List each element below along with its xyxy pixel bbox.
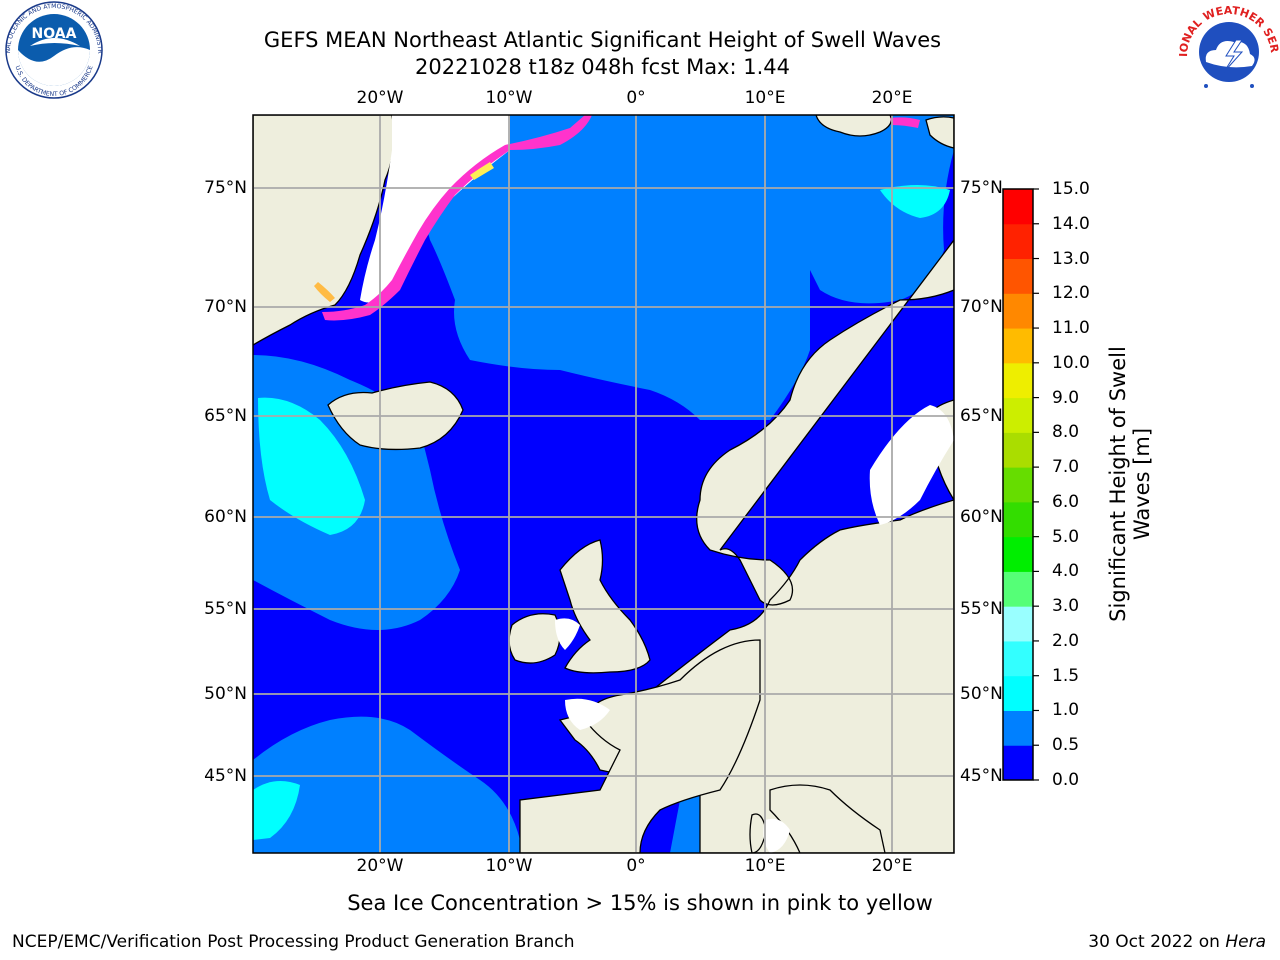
colorbar-tick-label: 6.0	[1052, 491, 1080, 512]
colorbar-tick-label: 1.5	[1052, 665, 1080, 686]
x-label-bottom-20e: 20°E	[871, 856, 913, 876]
y-label-right-70n: 70°N	[960, 297, 1003, 317]
colorbar-tick-label: 0.0	[1052, 770, 1080, 790]
colorbar-tick-label: 0.5	[1052, 735, 1080, 756]
noaa-logo-text: NOAA	[32, 26, 77, 42]
x-label-bottom-10w: 10°W	[485, 856, 533, 876]
y-label-right-75n: 75°N	[960, 178, 1003, 198]
ireland-land	[508, 613, 561, 664]
chart-subtitle: 20221028 t18z 048h fcst Max: 1.44	[415, 55, 790, 79]
y-label-left-70n: 70°N	[204, 297, 247, 317]
x-label-bottom-10e: 10°E	[744, 856, 786, 876]
franz-josef-land	[925, 116, 954, 149]
y-label-left-50n: 50°N	[204, 684, 247, 704]
nws-logo: NATIONAL WEATHER SERVICE	[1178, 0, 1280, 98]
map-frame	[252, 114, 955, 854]
ocean-mid-swell-southwest	[253, 716, 520, 853]
sea-ice-svalbard-pink	[890, 117, 920, 128]
colorbar-tick-label: 15.0	[1052, 179, 1090, 199]
x-label-top-0: 0°	[626, 88, 646, 108]
x-label-top-10w: 10°W	[485, 88, 533, 108]
sea-ice-edge-pink	[322, 115, 592, 321]
colorbar-tick-label: 10.0	[1052, 352, 1090, 373]
colorbar-tick-label: 14.0	[1052, 213, 1090, 234]
irish-sea-no-data	[555, 618, 580, 650]
bay-of-biscay-no-data	[565, 698, 610, 730]
y-label-right-65n: 65°N	[960, 406, 1003, 426]
colorbar-tick-label: 7.0	[1052, 457, 1080, 478]
colorbar-tick-label: 12.0	[1052, 283, 1090, 304]
sea-ice-edge-orange	[314, 282, 335, 302]
y-label-left-45n: 45°N	[204, 766, 247, 786]
colorbar-tick-label: 11.0	[1052, 318, 1090, 339]
colorbar-tick-label: 4.0	[1052, 561, 1080, 582]
y-label-right-55n: 55°N	[960, 599, 1003, 619]
sea-ice-footnote: Sea Ice Concentration > 15% is shown in …	[347, 891, 933, 915]
y-label-left-55n: 55°N	[204, 599, 247, 619]
svalbard-land	[815, 115, 892, 137]
colorbar-tick-label: 5.0	[1052, 526, 1080, 547]
corsica-sardinia-land	[749, 813, 767, 853]
colorbar-tick-label: 8.0	[1052, 422, 1080, 443]
y-label-left-65n: 65°N	[204, 406, 247, 426]
great-britain-land	[559, 539, 651, 674]
colorbar-tick-label: 1.0	[1052, 700, 1080, 721]
footer-date: 30 Oct 2022 on Hera	[1088, 932, 1266, 952]
x-label-bottom-0: 0°	[626, 856, 646, 876]
x-label-top-20w: 20°W	[356, 88, 404, 108]
ocean-high-swell-southwest	[253, 781, 300, 840]
colorbar-tick-label: 9.0	[1052, 387, 1080, 408]
y-label-left-75n: 75°N	[204, 178, 247, 198]
colorbar-tick-label: 13.0	[1052, 248, 1090, 269]
colorbar-label-line1: Significant Height of Swell	[1106, 346, 1130, 622]
ocean-high-swell-west	[258, 397, 365, 535]
x-label-top-20e: 20°E	[871, 88, 913, 108]
baltic-no-data	[869, 405, 954, 525]
adriatic-no-data	[763, 818, 790, 853]
footer-date-text: 30 Oct 2022 on	[1088, 932, 1226, 952]
colorbar-label: Significant Height of Swell Waves [m]	[1106, 324, 1154, 644]
y-label-right-60n: 60°N	[960, 507, 1003, 527]
chart-title: GEFS MEAN Northeast Atlantic Significant…	[263, 28, 942, 52]
x-label-top-10e: 10°E	[744, 88, 786, 108]
y-label-right-50n: 50°N	[960, 684, 1003, 704]
colorbar-label-line2: Waves [m]	[1130, 427, 1154, 541]
noaa-logo: NATIONAL OCEANIC AND ATMOSPHERIC ADMINIS…	[0, 0, 103, 99]
ocean-mid-swell-north	[380, 115, 954, 420]
sea-ice-edge-yellow	[470, 162, 494, 180]
ocean-high-swell-north	[880, 185, 950, 218]
y-label-left-60n: 60°N	[204, 507, 247, 527]
y-label-right-45n: 45°N	[960, 766, 1003, 786]
footer-producer: NCEP/EMC/Verification Post Processing Pr…	[12, 932, 575, 952]
colorbar-tick-label: 2.0	[1052, 630, 1080, 651]
footer-host: Hera	[1225, 932, 1266, 952]
colorbar-tick-label: 3.0	[1052, 596, 1080, 617]
x-label-bottom-20w: 20°W	[356, 856, 404, 876]
lat-lon-grid	[253, 115, 954, 853]
